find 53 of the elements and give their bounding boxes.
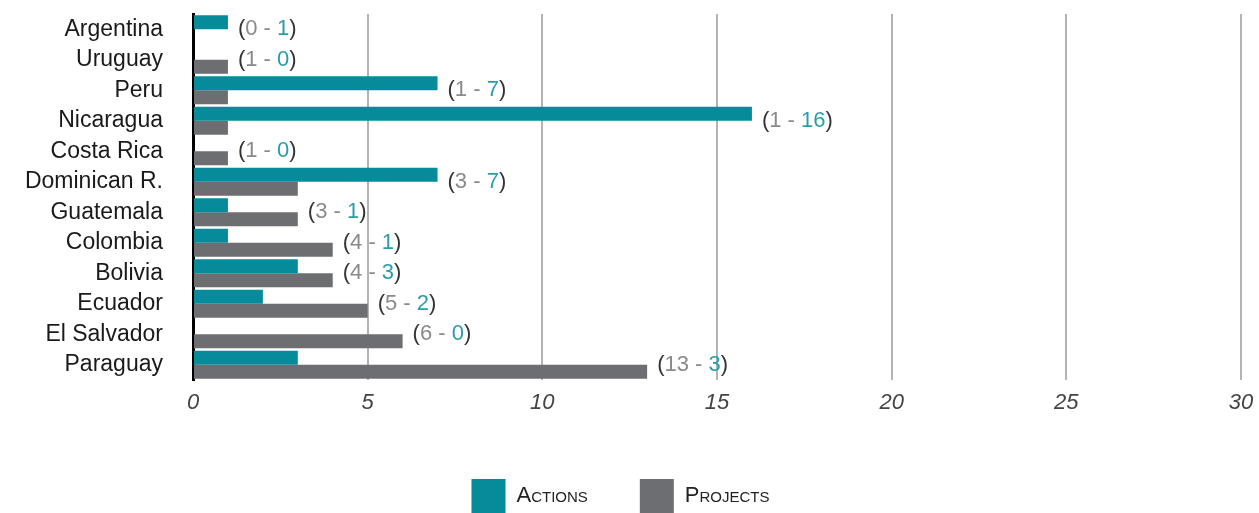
x-tick-label: 0 — [186, 389, 200, 415]
annotation: (4 - 3) — [342, 259, 402, 285]
annotation: (1 - 0) — [237, 137, 297, 163]
bar — [194, 350, 298, 365]
y-tick-label: Argentina — [64, 14, 164, 41]
x-tick-label: 30 — [1228, 389, 1254, 415]
bar — [194, 289, 263, 304]
y-tick-label: Peru — [114, 75, 163, 102]
annotation: (5 - 2) — [377, 289, 437, 315]
bar — [194, 90, 228, 105]
bar — [194, 212, 298, 227]
annotation: (6 - 0) — [412, 320, 472, 346]
bar — [194, 167, 438, 182]
bar — [194, 303, 368, 318]
annotation: (1 - 7) — [447, 76, 507, 102]
y-tick-label: El Salvador — [45, 319, 164, 346]
x-tick-label: 20 — [878, 389, 905, 415]
annotation: (1 - 0) — [237, 45, 297, 71]
legend-label: Actions — [516, 482, 588, 508]
y-tick-label: Nicaragua — [58, 106, 164, 133]
x-tick-label: 15 — [704, 389, 730, 415]
bar — [194, 334, 403, 349]
x-tick-label: 5 — [361, 389, 375, 415]
bar — [194, 198, 228, 213]
y-tick-label: Bolivia — [95, 258, 164, 285]
annotation: (1 - 16) — [761, 106, 833, 132]
y-tick-label: Colombia — [65, 228, 164, 255]
bar — [194, 15, 228, 30]
x-tick-label: 25 — [1053, 389, 1080, 415]
y-tick-label: Uruguay — [76, 45, 164, 72]
bar — [194, 59, 228, 74]
bar — [194, 120, 228, 135]
annotation: (4 - 1) — [342, 228, 402, 254]
annotation: (0 - 1) — [237, 15, 297, 41]
annotation: (3 - 1) — [307, 198, 367, 224]
bar — [194, 181, 298, 196]
bar — [194, 273, 333, 288]
legend-label: Projects — [684, 482, 770, 508]
y-tick-label: Guatemala — [50, 197, 164, 224]
bar — [194, 151, 228, 166]
bar — [194, 228, 228, 243]
y-tick-label: Paraguay — [64, 350, 164, 377]
bar — [194, 242, 333, 257]
x-tick-label: 10 — [530, 389, 556, 415]
bar — [194, 76, 438, 91]
bar — [194, 106, 752, 121]
annotation: (13 - 3) — [657, 350, 729, 376]
y-tick-label: Dominican R. — [24, 167, 163, 194]
bar — [194, 364, 648, 379]
y-tick-label: Ecuador — [77, 289, 164, 316]
y-tick-label: Costa Rica — [50, 136, 164, 163]
bar — [194, 259, 298, 274]
annotation: (3 - 7) — [447, 167, 507, 193]
